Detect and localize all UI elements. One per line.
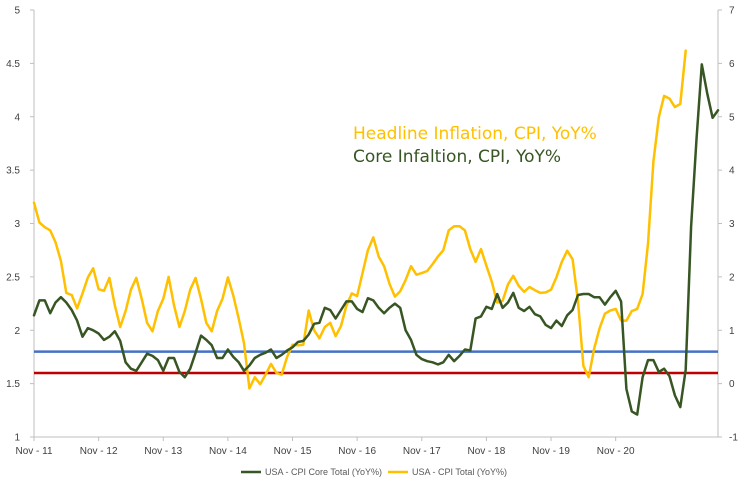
left-tick-label: 3	[14, 219, 20, 230]
right-tick-label: 5	[729, 112, 735, 123]
left-tick-label: 2	[14, 326, 20, 337]
left-tick-label: 1	[14, 433, 20, 444]
left-tick-label: 2.5	[6, 272, 20, 283]
right-tick-label: 0	[729, 379, 735, 390]
total-cpi-line	[32, 49, 687, 390]
x-tick-label: Nov - 19	[532, 446, 570, 457]
x-tick-label: Nov - 14	[209, 446, 247, 457]
x-tick-label: Nov - 16	[338, 446, 376, 457]
right-tick-label: 7	[729, 6, 735, 17]
left-tick-label: 4	[14, 112, 20, 123]
right-tick-label: 3	[729, 219, 735, 230]
headline-annotation: Headline Inflation, CPI, YoY%	[353, 124, 597, 144]
reference-lines	[34, 350, 718, 375]
legend: USA - CPI Core Total (YoY%) USA - CPI To…	[241, 467, 507, 477]
left-tick-label: 4.5	[6, 59, 20, 70]
right-tick-label: 6	[729, 59, 735, 70]
left-tick-label: 5	[14, 6, 20, 17]
legend-core-label: USA - CPI Core Total (YoY%)	[265, 467, 382, 477]
series-lines	[32, 49, 720, 416]
right-tick-label: 4	[729, 166, 735, 177]
x-tick-label: Nov - 11	[15, 446, 52, 457]
core-cpi-line	[32, 63, 720, 416]
x-tick-label: Nov - 20	[597, 446, 635, 457]
right-tick-label: 2	[729, 272, 735, 283]
left-tick-label: 3.5	[6, 166, 20, 177]
x-tick-label: Nov - 13	[144, 446, 182, 457]
x-tick-labels: Nov - 11 Nov - 12 Nov - 13 Nov - 14 Nov - 15…	[15, 437, 635, 457]
right-tick-label: 1	[729, 326, 735, 337]
right-tick-label: -1	[729, 433, 738, 444]
core-annotation: Core Infaltion, CPI, YoY%	[353, 147, 561, 167]
x-tick-label: Nov - 17	[403, 446, 441, 457]
legend-total-label: USA - CPI Total (YoY%)	[412, 467, 507, 477]
x-tick-label: Nov - 15	[274, 446, 312, 457]
right-y-tick-labels: -1 0 1 2 3 4 5 6 7	[718, 6, 738, 444]
left-tick-label: 1.5	[6, 379, 20, 390]
x-tick-label: Nov - 12	[80, 446, 118, 457]
left-y-tick-labels: 1 1.5 2 2.5 3 3.5 4 4.5 5	[6, 6, 34, 444]
x-tick-label: Nov - 18	[468, 446, 506, 457]
